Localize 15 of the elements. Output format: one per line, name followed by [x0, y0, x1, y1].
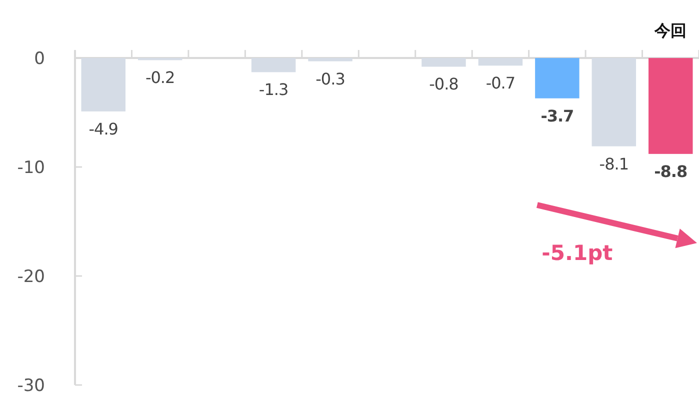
data-label: -0.3: [316, 69, 345, 88]
data-label: -0.8: [429, 74, 459, 94]
data-label: -3.7: [540, 106, 574, 126]
data-label: -8.1: [599, 154, 629, 174]
y-tick-label: -10: [17, 158, 45, 178]
data-label: -1.3: [258, 80, 288, 100]
data-label: -4.9: [88, 119, 118, 138]
y-tick-label: 0: [34, 49, 45, 69]
annotation: -5.1pt: [542, 241, 613, 265]
data-label: -0.2: [145, 68, 175, 88]
y-tick-label: -30: [17, 376, 45, 396]
y-tick-label: -20: [17, 267, 45, 287]
data-label: -0.7: [486, 74, 516, 93]
x-tick-label: 今回: [654, 21, 687, 40]
data-label: -8.8: [654, 162, 688, 181]
